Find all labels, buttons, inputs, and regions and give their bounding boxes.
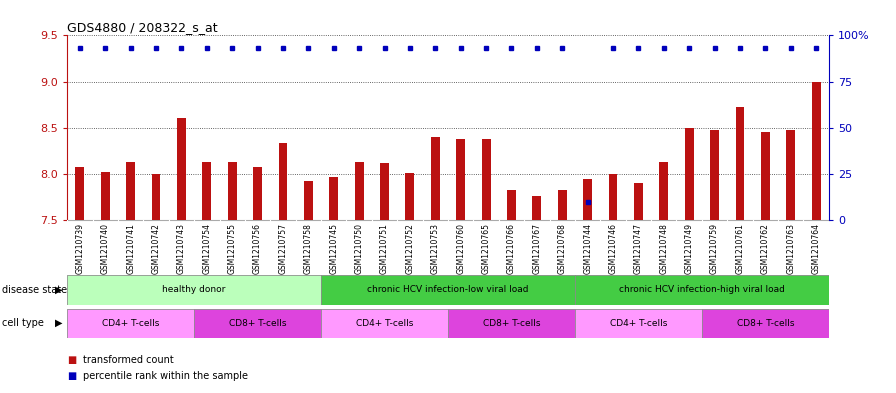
Text: GSM1210765: GSM1210765: [481, 223, 491, 274]
Bar: [406, 173, 414, 393]
Bar: [761, 132, 770, 393]
Text: chronic HCV infection-high viral load: chronic HCV infection-high viral load: [619, 285, 785, 294]
Bar: [736, 107, 745, 393]
Bar: [711, 130, 719, 393]
Text: GSM1210762: GSM1210762: [761, 223, 770, 274]
Bar: [532, 196, 541, 393]
Text: healthy donor: healthy donor: [162, 285, 226, 294]
Bar: [151, 174, 160, 393]
Text: GSM1210767: GSM1210767: [532, 223, 541, 274]
Text: ■: ■: [67, 371, 76, 382]
Bar: [659, 162, 668, 393]
Bar: [101, 172, 109, 393]
Bar: [67, 309, 194, 338]
Text: ▶: ▶: [56, 285, 63, 295]
Text: GSM1210766: GSM1210766: [507, 223, 516, 274]
Text: GSM1210751: GSM1210751: [380, 223, 389, 274]
Text: cell type: cell type: [2, 318, 44, 328]
Text: GSM1210749: GSM1210749: [685, 223, 694, 274]
Bar: [558, 189, 566, 393]
Text: GSM1210745: GSM1210745: [329, 223, 339, 274]
Text: GSM1210760: GSM1210760: [456, 223, 465, 274]
Bar: [321, 275, 575, 305]
Text: CD4+ T-cells: CD4+ T-cells: [356, 319, 413, 328]
Bar: [254, 167, 262, 393]
Text: GSM1210763: GSM1210763: [786, 223, 796, 274]
Text: CD4+ T-cells: CD4+ T-cells: [102, 319, 159, 328]
Text: CD4+ T-cells: CD4+ T-cells: [609, 319, 668, 328]
Text: GSM1210759: GSM1210759: [710, 223, 719, 274]
Text: GSM1210764: GSM1210764: [812, 223, 821, 274]
Bar: [304, 181, 313, 393]
Bar: [75, 167, 84, 393]
Text: GDS4880 / 208322_s_at: GDS4880 / 208322_s_at: [67, 21, 218, 34]
Text: GSM1210758: GSM1210758: [304, 223, 313, 274]
Text: GSM1210741: GSM1210741: [126, 223, 135, 274]
Text: ■: ■: [67, 354, 76, 365]
Bar: [228, 162, 237, 393]
Bar: [431, 137, 440, 393]
Text: CD8+ T-cells: CD8+ T-cells: [228, 319, 287, 328]
Text: GSM1210744: GSM1210744: [583, 223, 592, 274]
Bar: [355, 162, 364, 393]
Bar: [279, 143, 288, 393]
Text: GSM1210761: GSM1210761: [736, 223, 745, 274]
Text: GSM1210747: GSM1210747: [633, 223, 643, 274]
Bar: [685, 128, 694, 393]
Text: GSM1210746: GSM1210746: [608, 223, 617, 274]
Bar: [202, 162, 211, 393]
Text: GSM1210753: GSM1210753: [431, 223, 440, 274]
Text: GSM1210752: GSM1210752: [405, 223, 415, 274]
Bar: [380, 163, 389, 393]
Bar: [67, 275, 321, 305]
Text: transformed count: transformed count: [83, 354, 174, 365]
Bar: [608, 174, 617, 393]
Bar: [194, 309, 321, 338]
Text: GSM1210756: GSM1210756: [253, 223, 263, 274]
Text: GSM1210742: GSM1210742: [151, 223, 160, 274]
Bar: [456, 139, 465, 393]
Text: GSM1210748: GSM1210748: [659, 223, 668, 274]
Bar: [702, 309, 829, 338]
Bar: [787, 130, 795, 393]
Bar: [482, 139, 490, 393]
Text: GSM1210739: GSM1210739: [75, 223, 84, 274]
Text: GSM1210768: GSM1210768: [557, 223, 567, 274]
Text: GSM1210750: GSM1210750: [355, 223, 364, 274]
Text: CD8+ T-cells: CD8+ T-cells: [737, 319, 794, 328]
Text: CD8+ T-cells: CD8+ T-cells: [483, 319, 540, 328]
Text: GSM1210754: GSM1210754: [202, 223, 211, 274]
Bar: [321, 309, 448, 338]
Text: disease state: disease state: [2, 285, 67, 295]
Bar: [126, 162, 135, 393]
Bar: [634, 183, 642, 393]
Bar: [575, 275, 829, 305]
Bar: [330, 177, 338, 393]
Bar: [812, 82, 821, 393]
Text: GSM1210757: GSM1210757: [279, 223, 288, 274]
Text: GSM1210743: GSM1210743: [177, 223, 186, 274]
Text: ▶: ▶: [56, 318, 63, 328]
Bar: [177, 118, 185, 393]
Text: chronic HCV infection-low viral load: chronic HCV infection-low viral load: [367, 285, 529, 294]
Bar: [448, 309, 575, 338]
Text: percentile rank within the sample: percentile rank within the sample: [83, 371, 248, 382]
Bar: [583, 178, 592, 393]
Bar: [575, 309, 702, 338]
Text: GSM1210755: GSM1210755: [228, 223, 237, 274]
Bar: [507, 189, 516, 393]
Text: GSM1210740: GSM1210740: [100, 223, 110, 274]
